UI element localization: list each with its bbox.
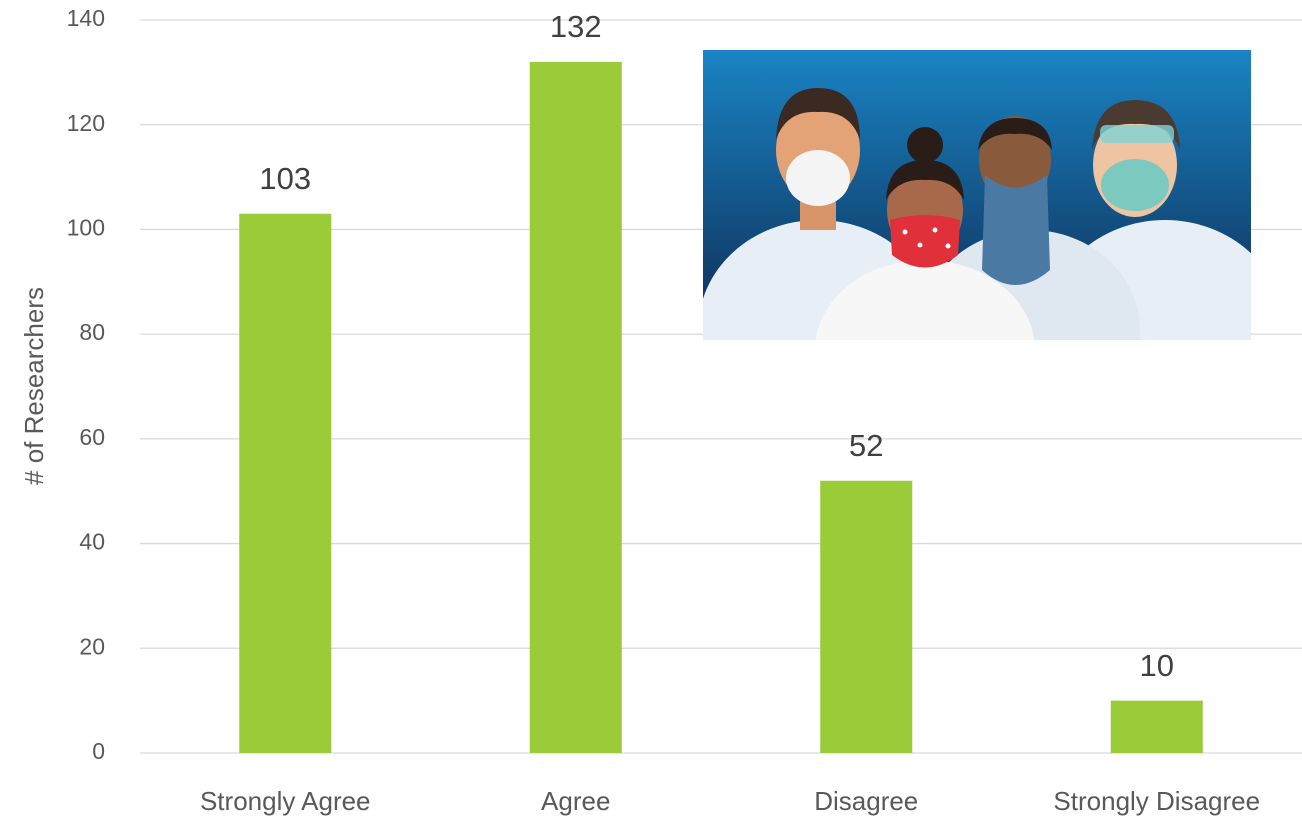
illustration (703, 50, 1251, 340)
y-tick-label: 40 (79, 529, 105, 555)
bar (820, 480, 913, 753)
x-tick-label: Agree (541, 786, 610, 816)
y-tick-label: 20 (79, 633, 105, 659)
data-label: 52 (849, 428, 883, 463)
y-tick-label: 0 (92, 738, 105, 764)
y-axis-title: # of Researchers (19, 287, 49, 485)
plot-area: 0 20 40 60 80 100 120 140 Strongly Agree 103 Agree… (67, 5, 1302, 816)
bar (529, 61, 622, 753)
bar (1110, 700, 1203, 753)
y-tick-label: 60 (79, 424, 105, 450)
data-label: 10 (1140, 648, 1174, 683)
y-tick-label: 140 (67, 5, 105, 31)
y-tick-label: 100 (67, 215, 105, 241)
data-label: 132 (550, 9, 602, 44)
x-tick-label: Strongly Disagree (1053, 786, 1260, 816)
data-label: 103 (259, 161, 311, 196)
bar (239, 213, 332, 753)
x-tick-label: Strongly Agree (200, 786, 371, 816)
x-tick-label: Disagree (814, 786, 918, 816)
y-tick-label: 80 (79, 319, 105, 345)
y-tick-label: 120 (67, 110, 105, 136)
